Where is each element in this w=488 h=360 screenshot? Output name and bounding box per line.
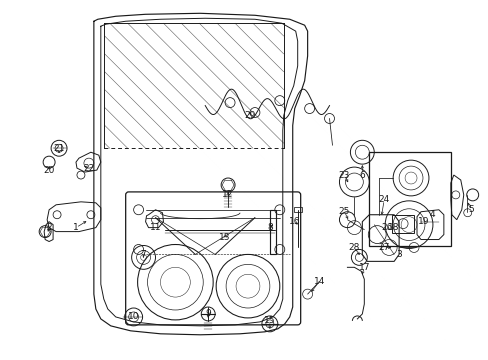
Text: 2: 2 bbox=[46, 223, 52, 232]
Text: 24: 24 bbox=[378, 195, 389, 204]
Bar bbox=[293, 207, 301, 212]
Text: 21: 21 bbox=[53, 144, 64, 153]
Text: 8: 8 bbox=[266, 223, 272, 232]
Bar bbox=[269, 210, 275, 255]
Text: 9: 9 bbox=[205, 310, 211, 319]
Text: 29: 29 bbox=[244, 111, 255, 120]
Text: 20: 20 bbox=[43, 166, 55, 175]
Text: 28: 28 bbox=[348, 243, 359, 252]
Text: 16: 16 bbox=[288, 217, 300, 226]
Text: 18: 18 bbox=[387, 223, 399, 232]
Text: 7: 7 bbox=[141, 250, 146, 259]
Text: 11: 11 bbox=[149, 223, 161, 232]
Text: 13: 13 bbox=[219, 233, 230, 242]
Text: 4: 4 bbox=[428, 210, 434, 219]
Text: 10: 10 bbox=[128, 312, 139, 321]
Text: 14: 14 bbox=[313, 277, 325, 286]
Bar bbox=[368, 152, 450, 247]
Bar bbox=[391, 215, 413, 233]
Text: 12: 12 bbox=[222, 190, 233, 199]
Text: 6: 6 bbox=[359, 171, 365, 180]
Text: 5: 5 bbox=[467, 205, 472, 214]
Text: 22: 22 bbox=[83, 163, 94, 172]
Text: 25: 25 bbox=[338, 207, 349, 216]
Text: 1: 1 bbox=[73, 223, 79, 232]
Text: 19: 19 bbox=[417, 217, 429, 226]
Text: 15: 15 bbox=[264, 316, 275, 325]
Text: 17: 17 bbox=[358, 263, 369, 272]
Text: 3: 3 bbox=[395, 250, 401, 259]
Text: 26: 26 bbox=[381, 223, 392, 232]
Text: 27: 27 bbox=[378, 243, 389, 252]
Text: 23: 23 bbox=[338, 171, 349, 180]
